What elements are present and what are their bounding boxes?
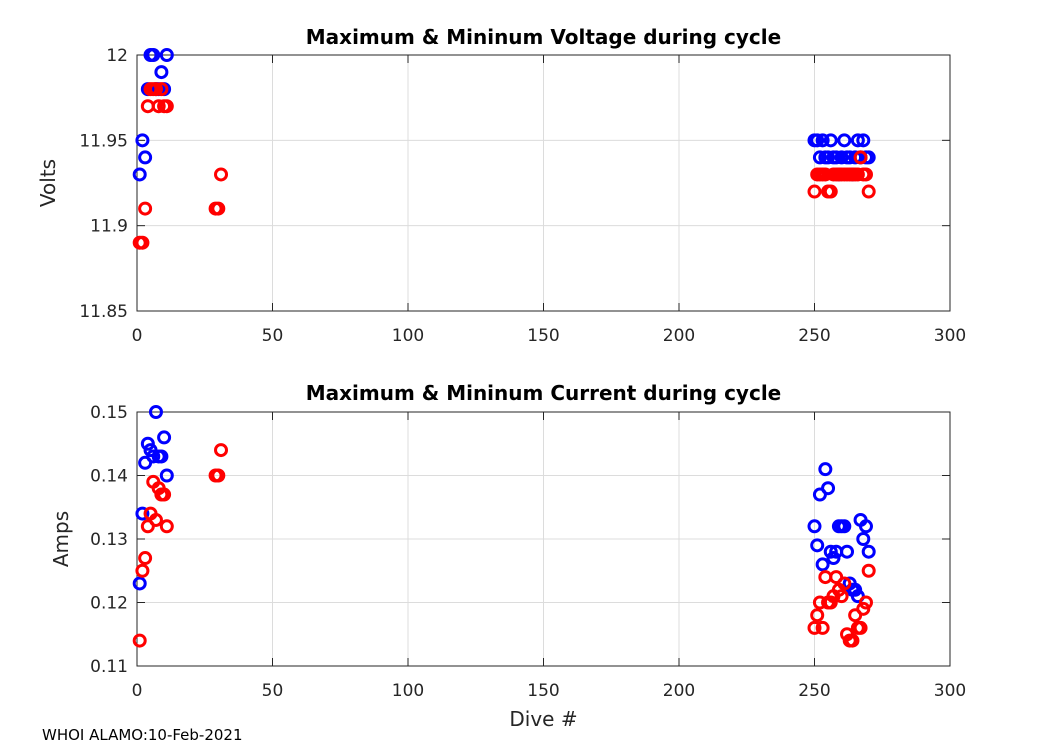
current-y-tick-label: 0.14 bbox=[90, 467, 128, 487]
voltage-max-point bbox=[850, 133, 865, 148]
voltage-min-point bbox=[861, 184, 876, 199]
current-max-series bbox=[132, 405, 876, 604]
current-max-point bbox=[861, 544, 876, 559]
voltage-max-point bbox=[812, 150, 827, 165]
voltage-x-tick-label: 200 bbox=[663, 326, 695, 346]
current-min-point bbox=[159, 519, 174, 534]
current-max-point bbox=[821, 481, 836, 496]
current-x-tick-label: 50 bbox=[262, 681, 284, 701]
current-max-point bbox=[148, 405, 163, 419]
voltage-max-point bbox=[154, 65, 169, 80]
voltage-max-point bbox=[861, 150, 876, 165]
voltage-min-point bbox=[850, 167, 865, 182]
voltage-min-point bbox=[214, 167, 229, 182]
voltage-min-point bbox=[151, 99, 166, 114]
current-min-point bbox=[815, 620, 830, 635]
current-max-point bbox=[159, 468, 174, 483]
current-min-point bbox=[132, 633, 147, 648]
footer-stamp: WHOI ALAMO:10-Feb-2021 bbox=[42, 726, 243, 744]
voltage-plot: 0 50 100 150 200 250 300 11.85 11.9 11.95 12 Maximu… bbox=[36, 25, 966, 346]
current-max-point bbox=[837, 519, 852, 534]
current-max-point bbox=[154, 449, 169, 464]
current-min-point bbox=[810, 608, 825, 623]
current-max-point bbox=[157, 430, 172, 445]
voltage-min-point bbox=[807, 184, 822, 199]
current-x-tick-label: 300 bbox=[934, 681, 966, 701]
voltage-x-tick-label: 150 bbox=[527, 326, 559, 346]
voltage-min-point bbox=[211, 201, 226, 216]
voltage-x-tick-label: 250 bbox=[798, 326, 830, 346]
current-plot: 0 50 100 150 200 250 300 0.11 0.12 0.13 0.14 0.15 Ma… bbox=[49, 381, 966, 731]
current-min-point bbox=[138, 551, 153, 566]
current-min-point bbox=[834, 589, 849, 604]
voltage-x-tick-label: 100 bbox=[392, 326, 424, 346]
voltage-max-point bbox=[146, 48, 161, 62]
current-max-point bbox=[818, 462, 833, 477]
current-y-tick-label: 0.11 bbox=[90, 657, 128, 677]
voltage-y-tick-label: 11.95 bbox=[79, 131, 128, 151]
voltage-min-point bbox=[823, 184, 838, 199]
current-min-series bbox=[132, 443, 876, 648]
current-max-point bbox=[132, 576, 147, 591]
current-y-tick-label: 0.15 bbox=[90, 403, 128, 423]
voltage-min-series bbox=[132, 82, 876, 250]
current-x-tick-label: 0 bbox=[132, 681, 143, 701]
current-max-point bbox=[810, 538, 825, 553]
voltage-max-point bbox=[821, 150, 836, 165]
current-x-tick-label: 150 bbox=[527, 681, 559, 701]
current-x-tick-label: 250 bbox=[798, 681, 830, 701]
voltage-x-tick-label: 50 bbox=[262, 326, 284, 346]
voltage-max-point bbox=[823, 133, 838, 148]
current-min-point bbox=[858, 595, 873, 610]
voltage-x-tick-label: 300 bbox=[934, 326, 966, 346]
voltage-min-point bbox=[154, 82, 169, 97]
current-max-point bbox=[807, 519, 822, 534]
voltage-max-point bbox=[138, 150, 153, 165]
current-min-point bbox=[148, 512, 163, 527]
voltage-min-point bbox=[148, 82, 163, 97]
voltage-y-tick-label: 11.9 bbox=[90, 217, 128, 237]
voltage-max-point bbox=[837, 133, 852, 148]
current-chart-title: Maximum & Mininum Current during cycle bbox=[306, 381, 782, 405]
current-min-point bbox=[845, 633, 860, 648]
voltage-min-point bbox=[135, 235, 150, 250]
voltage-chart-title: Maximum & Mininum Voltage during cycle bbox=[306, 25, 781, 49]
current-max-point bbox=[815, 557, 830, 572]
current-x-axis-label: Dive # bbox=[509, 707, 577, 731]
current-min-point bbox=[211, 468, 226, 483]
current-min-point bbox=[135, 563, 150, 578]
voltage-max-point bbox=[159, 48, 174, 62]
voltage-y-axis-label: Volts bbox=[36, 159, 60, 207]
voltage-max-point bbox=[834, 150, 849, 165]
voltage-max-point bbox=[810, 133, 825, 148]
current-min-point bbox=[837, 576, 852, 591]
voltage-min-point bbox=[858, 167, 873, 182]
current-min-point bbox=[861, 563, 876, 578]
current-max-point bbox=[858, 519, 873, 534]
current-x-tick-label: 200 bbox=[663, 681, 695, 701]
voltage-min-point bbox=[853, 150, 868, 165]
current-min-point bbox=[214, 443, 229, 458]
voltage-max-point bbox=[132, 167, 147, 182]
voltage-min-point bbox=[159, 99, 174, 114]
voltage-max-point bbox=[856, 133, 871, 148]
current-y-axis-label: Amps bbox=[49, 511, 73, 567]
current-y-tick-label: 0.13 bbox=[90, 530, 128, 550]
voltage-max-point bbox=[135, 133, 150, 148]
current-x-tick-label: 100 bbox=[392, 681, 424, 701]
current-y-tick-label: 0.12 bbox=[90, 594, 128, 614]
current-min-point bbox=[853, 620, 868, 635]
current-max-point bbox=[856, 532, 871, 546]
current-min-point bbox=[807, 620, 822, 635]
current-max-point bbox=[840, 544, 855, 559]
current-max-point bbox=[135, 506, 150, 521]
voltage-y-tick-label: 12 bbox=[106, 46, 128, 66]
voltage-y-tick-label: 11.85 bbox=[79, 302, 128, 322]
voltage-x-tick-label: 0 bbox=[132, 326, 143, 346]
voltage-max-point bbox=[815, 133, 830, 148]
current-min-point bbox=[157, 487, 172, 502]
voltage-min-point bbox=[138, 201, 153, 216]
current-max-point bbox=[146, 449, 161, 464]
